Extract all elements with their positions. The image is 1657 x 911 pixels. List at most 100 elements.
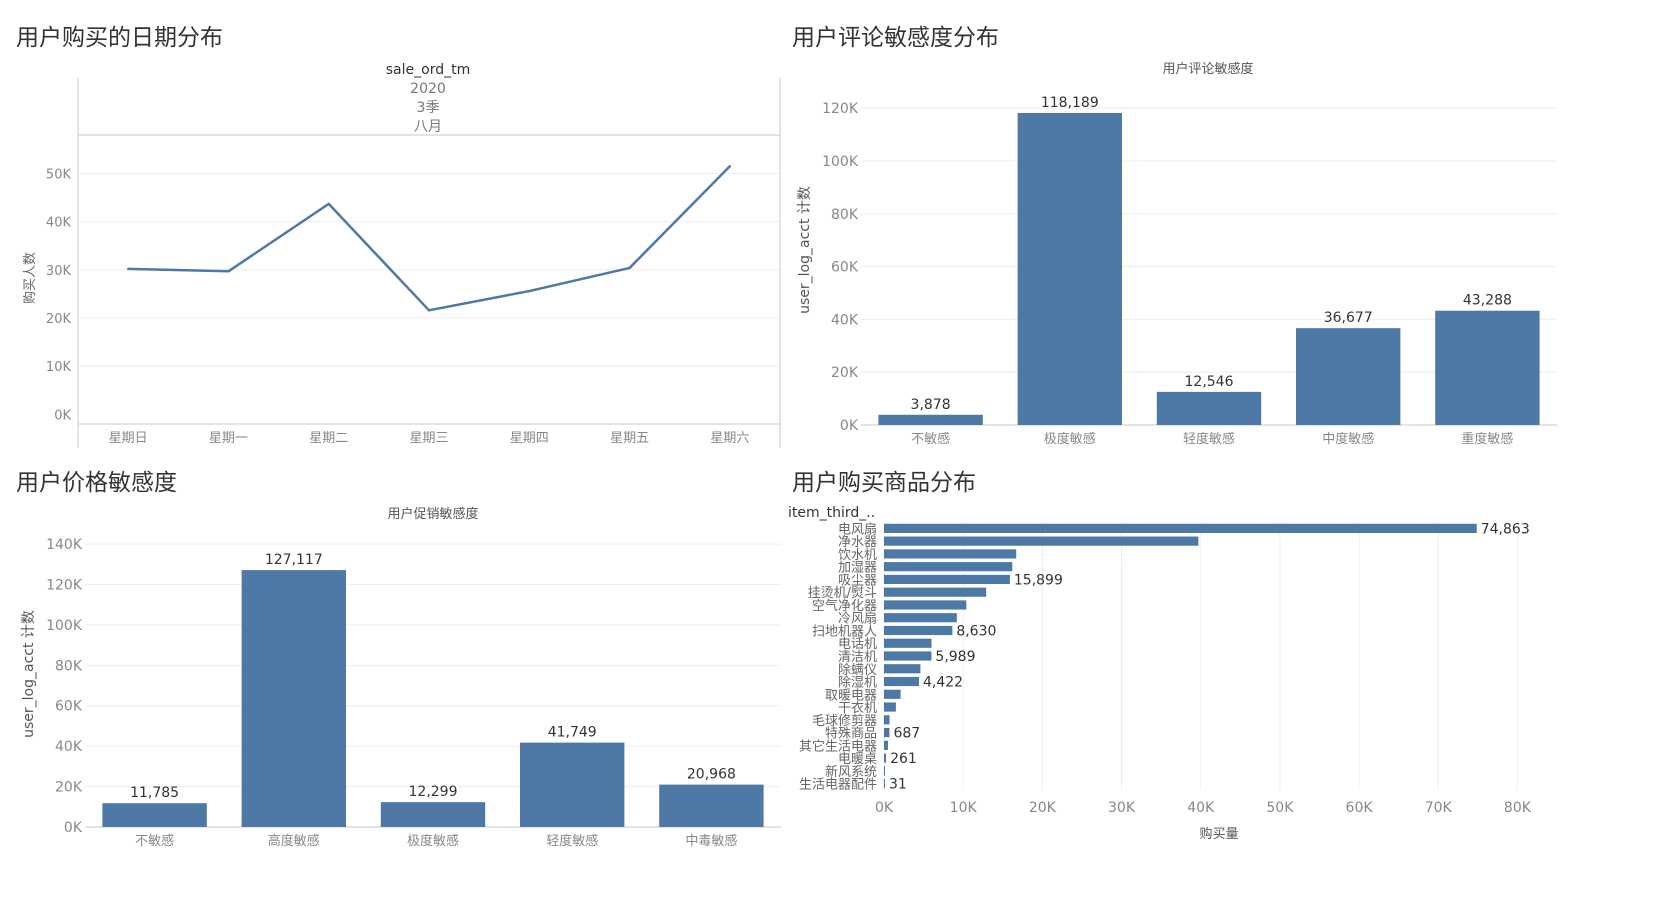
product-category-label: 特殊商品 xyxy=(825,727,877,742)
line-chart-ylabel: 购买人数 xyxy=(22,252,38,304)
product-chart-xtick-label: 60K xyxy=(1346,800,1374,816)
price-chart-xtick-label: 中毒敏感 xyxy=(685,833,737,849)
product-chart-xtick-label: 10K xyxy=(950,800,978,816)
product-chart-xtick-label: 70K xyxy=(1425,800,1453,816)
product-chart-xtick-label: 30K xyxy=(1108,800,1136,816)
product-bar xyxy=(884,523,1477,533)
price-chart-bar xyxy=(520,742,625,827)
product-bar xyxy=(884,715,890,725)
price-chart-xtick-label: 极度敏感 xyxy=(407,833,459,849)
line-chart-xtick-label: 星期四 xyxy=(510,431,549,446)
line-chart-header-month: 八月 xyxy=(414,119,442,135)
product-bar xyxy=(884,638,932,648)
product-data-label: 15,899 xyxy=(1014,572,1063,588)
review-chart-ytick-label: 20K xyxy=(831,365,859,381)
price-chart-data-label: 11,785 xyxy=(130,785,179,801)
price-chart-ytick-label: 140K xyxy=(46,537,83,553)
product-bar xyxy=(884,766,885,776)
product-category-label: 饮水机 xyxy=(838,548,877,563)
product-bar xyxy=(884,562,1013,572)
product-category-label: 挂烫机/熨斗 xyxy=(808,586,877,601)
price-chart-ylabel: user_log_acct 计数 xyxy=(21,610,37,738)
product-bar xyxy=(884,600,967,610)
line-chart-xtick-label: 星期一 xyxy=(209,431,248,446)
price-chart-ytick-label: 120K xyxy=(46,577,83,593)
product-data-label: 74,863 xyxy=(1481,521,1530,537)
review-chart-ylabel: user_log_acct 计数 xyxy=(797,186,813,314)
product-category-label: 电话机 xyxy=(838,637,877,652)
product-data-label: 31 xyxy=(889,777,907,793)
product-data-label: 4,422 xyxy=(923,675,963,691)
line-chart-ytick-label: 10K xyxy=(46,360,72,375)
review-chart-data-label: 43,288 xyxy=(1463,293,1512,309)
product-category-label: 除螨仪 xyxy=(838,663,877,678)
price-chart-ytick-label: 60K xyxy=(55,699,83,715)
product-distribution-panel-title: 用户购买商品分布 xyxy=(792,470,976,496)
line-chart-ytick-label: 30K xyxy=(46,264,72,279)
product-category-label: 除湿机 xyxy=(838,676,877,691)
review-chart-data-label: 36,677 xyxy=(1324,310,1373,326)
product-category-label: 其它生活电器 xyxy=(799,738,877,754)
review-chart-bar xyxy=(1435,310,1540,425)
product-category-label: 毛球修剪器 xyxy=(812,713,877,729)
review-chart-xtick-label: 中度敏感 xyxy=(1322,431,1374,447)
review-chart-xtick-label: 重度敏感 xyxy=(1461,431,1513,447)
price-chart-title: 用户促销敏感度 xyxy=(387,506,478,522)
review-chart-bar xyxy=(878,414,983,425)
product-bar xyxy=(884,689,901,699)
price-sensitivity-panel-title: 用户价格敏感度 xyxy=(16,470,177,496)
price-chart-data-label: 20,968 xyxy=(687,767,736,783)
product-data-label: 687 xyxy=(893,726,920,742)
product-category-label: 空气净化器 xyxy=(812,598,877,614)
product-chart-xlabel: 购买量 xyxy=(1199,826,1238,842)
review-chart-ytick-label: 0K xyxy=(840,418,859,434)
product-bar xyxy=(884,549,1017,559)
product-data-label: 8,630 xyxy=(956,623,996,639)
price-chart-data-label: 12,299 xyxy=(409,784,458,800)
product-bar xyxy=(884,779,885,789)
review-chart-xtick-label: 极度敏感 xyxy=(1044,431,1096,447)
product-data-label: 5,989 xyxy=(935,649,975,665)
product-bar xyxy=(884,702,896,712)
review-chart-ytick-label: 120K xyxy=(822,101,859,117)
line-chart-ytick-label: 0K xyxy=(54,408,71,423)
product-category-label: 清洁机 xyxy=(838,650,877,665)
review-chart-bar xyxy=(1017,112,1122,425)
price-chart-data-label: 127,117 xyxy=(265,552,323,568)
line-data-point xyxy=(126,267,130,271)
line-chart-xtick-label: 星期三 xyxy=(409,431,448,446)
line-chart-ytick-label: 50K xyxy=(46,168,72,183)
product-bar xyxy=(884,625,953,636)
line-data-point xyxy=(327,202,330,206)
product-data-label: 261 xyxy=(890,751,917,767)
product-category-label: 吸尘器 xyxy=(838,573,877,588)
line-chart-ytick-label: 20K xyxy=(46,312,72,327)
product-category-label: 干衣机 xyxy=(838,700,877,716)
review-chart-ytick-label: 60K xyxy=(831,260,859,276)
product-bar xyxy=(884,727,890,738)
price-chart-ytick-label: 100K xyxy=(46,618,83,634)
price-chart-xtick-label: 不敏感 xyxy=(135,833,174,849)
product-bar xyxy=(884,664,921,674)
review-chart-data-label: 12,546 xyxy=(1185,374,1234,390)
price-chart-bar xyxy=(241,570,346,827)
product-bar xyxy=(884,676,920,687)
line-data-point xyxy=(528,289,531,293)
review-chart-ytick-label: 40K xyxy=(831,312,859,328)
line-chart-xtick-label: 星期六 xyxy=(710,431,749,446)
price-chart-data-label: 41,749 xyxy=(548,725,597,741)
product-bar xyxy=(884,574,1010,585)
review-chart-ytick-label: 100K xyxy=(822,154,859,170)
review-chart-bar xyxy=(1296,328,1401,425)
product-chart-xtick-label: 0K xyxy=(875,800,894,816)
line-chart-xtick-label: 星期日 xyxy=(109,431,148,446)
review-chart-title: 用户评论敏感度 xyxy=(1162,61,1253,77)
review-chart-bar xyxy=(1156,391,1262,425)
product-category-label: 新风系统 xyxy=(825,764,877,780)
line-chart-header-year: 2020 xyxy=(410,81,446,97)
line-chart-header-field: sale_ord_tm xyxy=(386,62,470,78)
product-category-label: 净水器 xyxy=(838,535,877,550)
